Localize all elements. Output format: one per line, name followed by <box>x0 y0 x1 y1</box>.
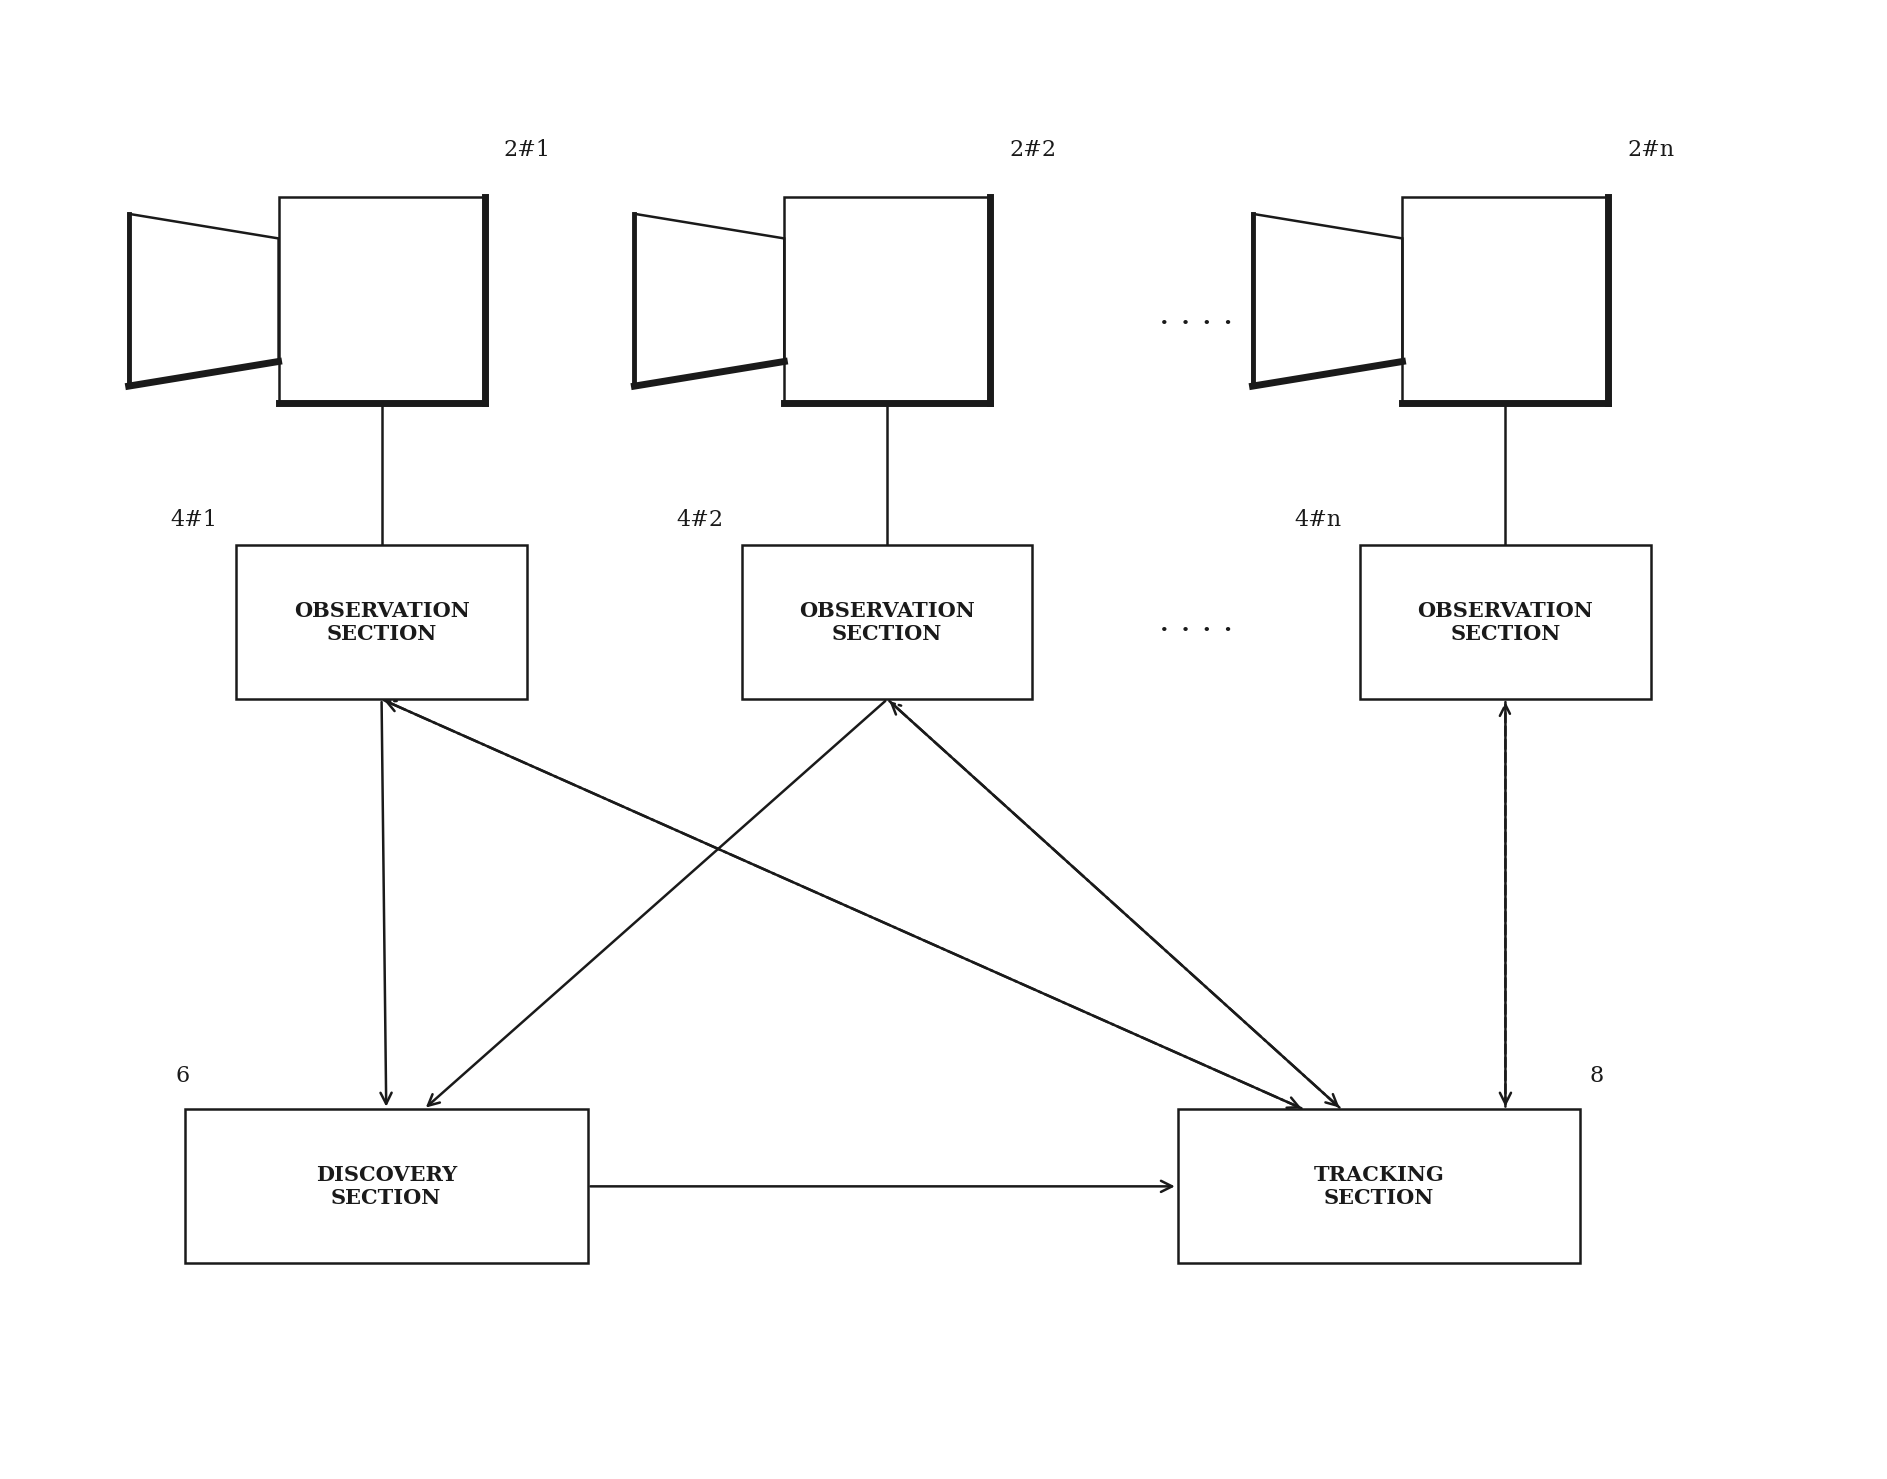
Text: . . . .: . . . . <box>1159 299 1234 331</box>
FancyBboxPatch shape <box>1177 1109 1579 1263</box>
Text: 4#2: 4#2 <box>676 509 723 531</box>
Text: 2#2: 2#2 <box>1010 139 1057 161</box>
Text: OBSERVATION
SECTION: OBSERVATION SECTION <box>294 600 470 643</box>
Text: 4#n: 4#n <box>1294 509 1342 531</box>
Text: DISCOVERY
SECTION: DISCOVERY SECTION <box>315 1165 457 1208</box>
Text: 2#n: 2#n <box>1627 139 1674 161</box>
Text: 6: 6 <box>175 1065 191 1087</box>
FancyBboxPatch shape <box>236 546 526 700</box>
FancyBboxPatch shape <box>185 1109 587 1263</box>
FancyBboxPatch shape <box>1361 546 1651 700</box>
Text: OBSERVATION
SECTION: OBSERVATION SECTION <box>1417 600 1593 643</box>
Text: 8: 8 <box>1589 1065 1604 1087</box>
Text: TRACKING
SECTION: TRACKING SECTION <box>1313 1165 1444 1208</box>
FancyBboxPatch shape <box>742 546 1032 700</box>
Text: . . . .: . . . . <box>1159 606 1234 639</box>
Text: 2#1: 2#1 <box>504 139 551 161</box>
Text: 4#1: 4#1 <box>170 509 217 531</box>
Text: OBSERVATION
SECTION: OBSERVATION SECTION <box>800 600 976 643</box>
